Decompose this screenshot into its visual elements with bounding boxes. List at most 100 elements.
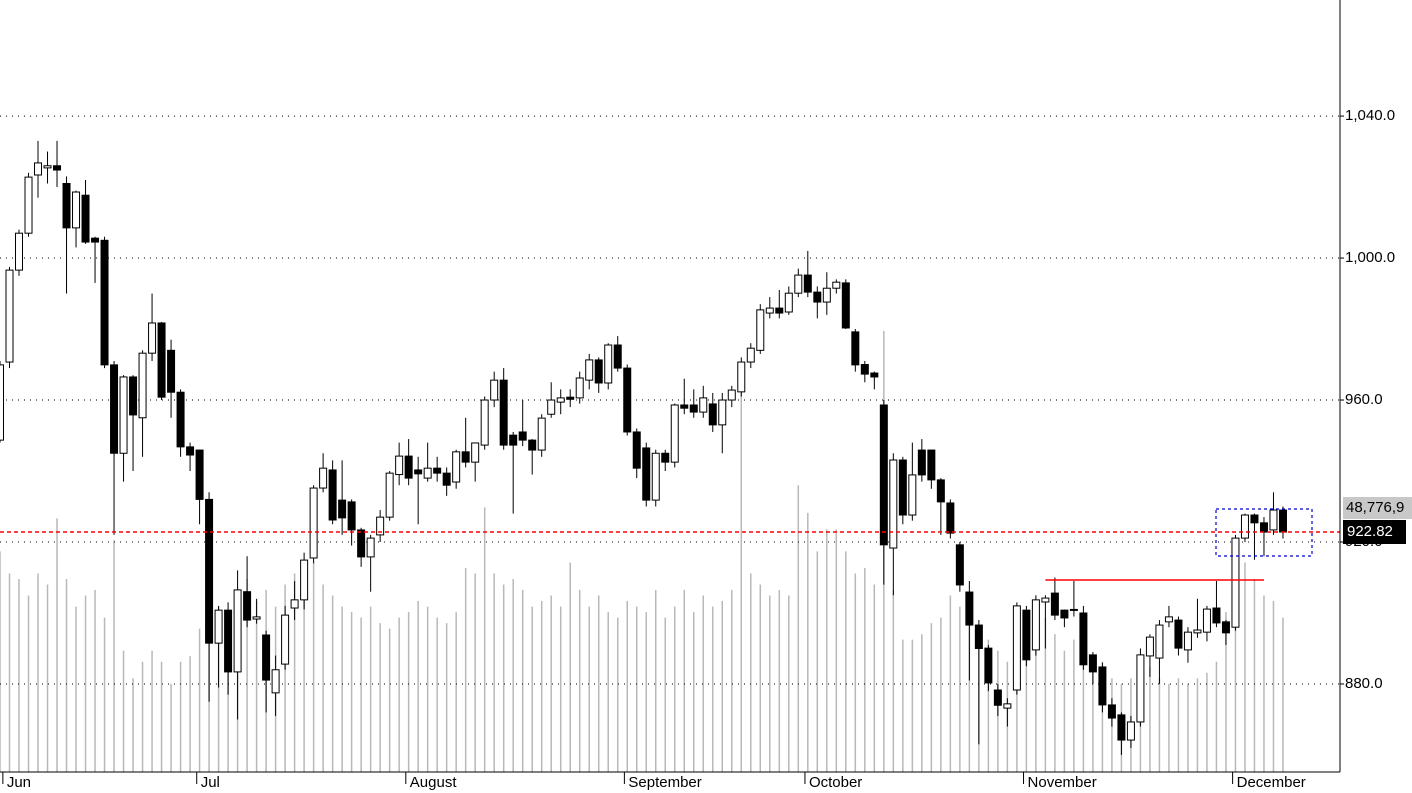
candle-body (129, 376, 138, 416)
candle-body (509, 434, 518, 446)
candle-body (433, 467, 442, 474)
candle-body (271, 669, 280, 694)
candle-body (1069, 608, 1078, 611)
y-tick-label: 880.0 (1345, 675, 1383, 692)
candle-body (965, 591, 974, 626)
candle-body (1269, 509, 1278, 531)
y-tick-label: 1,000.0 (1345, 249, 1395, 266)
candle-body (423, 467, 432, 479)
candle-body (1193, 629, 1202, 634)
candle-body (1107, 704, 1116, 719)
candle-body (499, 379, 508, 446)
candle-body (1031, 599, 1040, 651)
candle-body (585, 359, 594, 381)
candle-body (243, 591, 252, 621)
candle-body (632, 431, 641, 469)
candle-body (889, 459, 898, 549)
candle-body (186, 446, 195, 456)
candle-body (300, 559, 309, 601)
x-tick-label: October (809, 774, 862, 791)
candle-body (1278, 509, 1287, 533)
candle-body (917, 449, 926, 476)
candle-body (119, 376, 128, 454)
highlight-box (1215, 508, 1313, 557)
candle-body (91, 237, 100, 243)
candle-body (1041, 597, 1050, 603)
candle-body (1202, 608, 1211, 633)
candle-body (1164, 616, 1173, 623)
candle-body (53, 165, 62, 171)
candle-body (395, 455, 404, 476)
last-price-box (1343, 519, 1406, 544)
candle-body (727, 389, 736, 401)
candle-body (936, 479, 945, 503)
x-tick-label: August (410, 774, 458, 791)
candle-body (708, 403, 717, 426)
candle-body (471, 442, 480, 463)
candle-body (404, 455, 413, 479)
candle-body (651, 452, 660, 501)
candle-body (5, 269, 14, 363)
candle-body (566, 396, 575, 400)
candle-body (993, 689, 1002, 706)
candle-body (537, 417, 546, 451)
candle-body (1117, 714, 1126, 741)
x-tick-label: December (1237, 774, 1306, 791)
candle-body (72, 191, 81, 229)
candle-body (1136, 654, 1145, 723)
candle-body (62, 183, 71, 229)
candle-body (946, 502, 955, 534)
candle-body (81, 194, 90, 243)
candle-body (604, 344, 613, 384)
candle-body (1050, 592, 1059, 616)
candle-body (167, 349, 176, 393)
candle-body (1231, 537, 1240, 628)
candle-body (613, 344, 622, 369)
candle-body (670, 404, 679, 463)
candle-body (1098, 666, 1107, 706)
last-price-label: 922.82 (1347, 523, 1393, 540)
candle-body (1145, 636, 1154, 657)
candle-body (414, 469, 423, 475)
candle-body (233, 589, 242, 673)
candle-body (24, 176, 33, 234)
candle-body (262, 634, 271, 681)
candle-body (737, 361, 746, 393)
x-tick-label: Jul (201, 774, 220, 791)
candle-body (765, 307, 774, 314)
candle-body (157, 322, 166, 398)
candle-body (347, 501, 356, 531)
candle-body (328, 469, 337, 521)
candle-body (984, 647, 993, 684)
candle-body (955, 544, 964, 586)
candle-body (699, 397, 708, 413)
candle-body (1250, 514, 1259, 524)
candle-body (148, 322, 157, 354)
candle-body (860, 364, 869, 375)
candle-body (1126, 721, 1135, 741)
candle-body (224, 609, 233, 673)
candle-body (1174, 619, 1183, 649)
candle-body (442, 472, 451, 486)
candle-body (376, 516, 385, 536)
candle-body (281, 614, 290, 665)
candle-body (556, 397, 565, 403)
candle-body (1003, 703, 1012, 709)
candle-body (385, 472, 394, 518)
candle-body (205, 498, 214, 644)
candle-body (1212, 607, 1221, 624)
candle-body (252, 616, 261, 620)
candle-body (1240, 514, 1249, 539)
candle-body (43, 165, 52, 169)
candle-body (746, 347, 755, 363)
candle-body (898, 459, 907, 516)
candle-body (623, 367, 632, 433)
candle-body (870, 372, 879, 378)
candle-body (0, 364, 4, 441)
candle-body (661, 452, 670, 463)
candle-body (480, 399, 489, 446)
candle-body (195, 449, 204, 500)
y-tick-label: 1,040.0 (1345, 107, 1395, 124)
candle-body (490, 379, 499, 401)
